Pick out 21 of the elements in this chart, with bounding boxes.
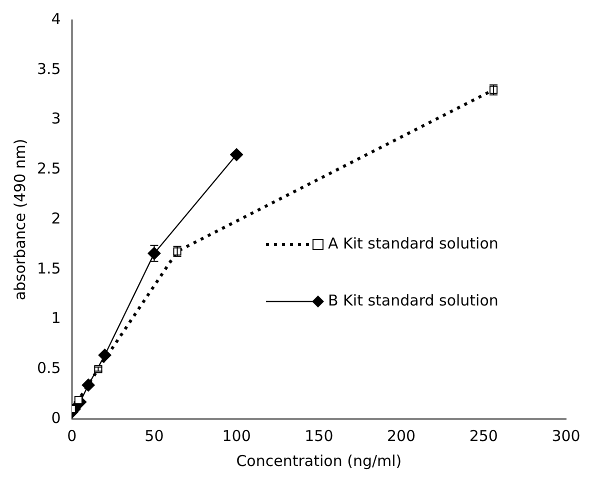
x-tick-label: 200 <box>386 426 416 445</box>
x-tick-label: 300 <box>552 426 580 445</box>
legend-label: A Kit standard solution <box>328 234 498 252</box>
x-tick-label: 150 <box>304 426 334 445</box>
x-tick-label: 50 <box>144 426 164 445</box>
x-tick-label: 250 <box>469 426 498 445</box>
y-tick-label: 4 <box>51 10 61 28</box>
x-tick-label: 100 <box>222 426 251 445</box>
y-tick-label: 0 <box>51 408 61 427</box>
point <box>230 148 244 162</box>
y-tick-label: 2 <box>51 209 61 228</box>
y-tick-label: 2.5 <box>36 160 61 178</box>
y-tick-label: 0.5 <box>36 359 61 378</box>
y-tick-label: 1.5 <box>36 259 61 278</box>
legend-label: B Kit standard solution <box>328 291 498 310</box>
x-axis-title: Concentration (ng/ml) <box>236 452 402 470</box>
x-tick-label: 0 <box>67 426 77 445</box>
y-tick-label: 3 <box>51 110 61 128</box>
y-tick-label: 1 <box>51 309 61 328</box>
y-tick-label: 3.5 <box>36 60 61 78</box>
y-axis-title: absorbance (490 nm) <box>10 138 29 300</box>
